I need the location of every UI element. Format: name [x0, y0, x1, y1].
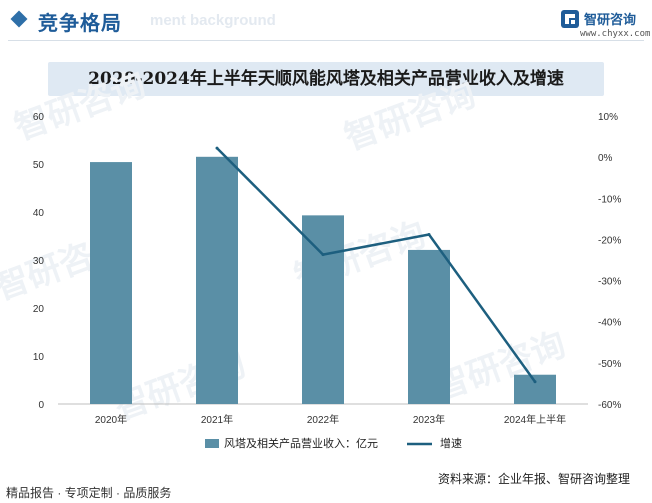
chart-title: 2020-2024年上半年天顺风能风塔及相关产品营业收入及增速 [88, 69, 564, 89]
x-tick-label: 2023年 [413, 413, 445, 426]
left-tick-label: 10 [33, 352, 45, 363]
legend-bar-swatch [205, 439, 219, 448]
legend-bar-label: 风塔及相关产品营业收入：亿元 [224, 436, 378, 450]
header-band [0, 0, 652, 42]
bar-series [90, 156, 556, 404]
right-axis: 10% 0% -10% -20% -30% -40% -50% -60% [598, 112, 621, 411]
section-title: 竞争格局 [38, 11, 122, 35]
left-tick-label: 50 [33, 160, 45, 171]
right-tick-label: -20% [598, 235, 621, 246]
x-axis-labels: 2020年 2021年 2022年 2023年 2024年上半年 [95, 413, 566, 426]
section-ghost-text: ment background [150, 12, 276, 29]
bar [514, 374, 556, 404]
right-tick-label: -40% [598, 318, 621, 329]
right-tick-label: 10% [598, 112, 618, 123]
legend-line-label: 增速 [440, 436, 462, 450]
left-tick-label: 40 [33, 208, 45, 219]
bar [408, 249, 450, 404]
header-divider [8, 40, 644, 41]
left-tick-label: 30 [33, 256, 45, 267]
brand-logo-block: 智研咨询 www.chyxx.com [560, 7, 651, 41]
right-tick-label: -60% [598, 400, 621, 411]
bar [90, 162, 132, 404]
legend: 风塔及相关产品营业收入：亿元 增速 [205, 436, 462, 450]
growth-line [216, 147, 537, 383]
brand-logo-icon [561, 10, 579, 28]
left-tick-label: 20 [33, 304, 45, 315]
x-tick-label: 2024年上半年 [504, 413, 566, 426]
right-tick-label: -30% [598, 277, 621, 288]
brand-url: www.chyxx.com [580, 29, 651, 39]
left-tick-label: 60 [33, 112, 45, 123]
footer-tagline: 精品报告 · 专项定制 · 品质服务 [6, 486, 172, 500]
x-tick-label: 2020年 [95, 413, 127, 426]
growth-point [321, 253, 325, 257]
watermark-text: 智研咨询 [9, 64, 150, 148]
growth-series [215, 146, 537, 384]
growth-point [533, 380, 537, 384]
right-tick-label: -50% [598, 359, 621, 370]
growth-point [427, 232, 431, 236]
watermark-text: 智研咨询 [339, 74, 480, 158]
x-tick-label: 2021年 [201, 413, 233, 426]
x-tick-label: 2022年 [307, 413, 339, 426]
brand-name: 智研咨询 [584, 12, 637, 27]
source-note: 资料来源：企业年报、智研咨询整理 [438, 472, 631, 486]
growth-point [215, 146, 219, 150]
right-tick-label: 0% [598, 153, 613, 164]
bar [196, 156, 238, 404]
right-tick-label: -10% [598, 194, 621, 205]
bar [302, 215, 344, 404]
left-axis: 0 10 20 30 40 50 60 [33, 112, 45, 411]
left-tick-label: 0 [38, 400, 44, 411]
chart-title-bar: 2020-2024年上半年天顺风能风塔及相关产品营业收入及增速 [48, 62, 604, 96]
